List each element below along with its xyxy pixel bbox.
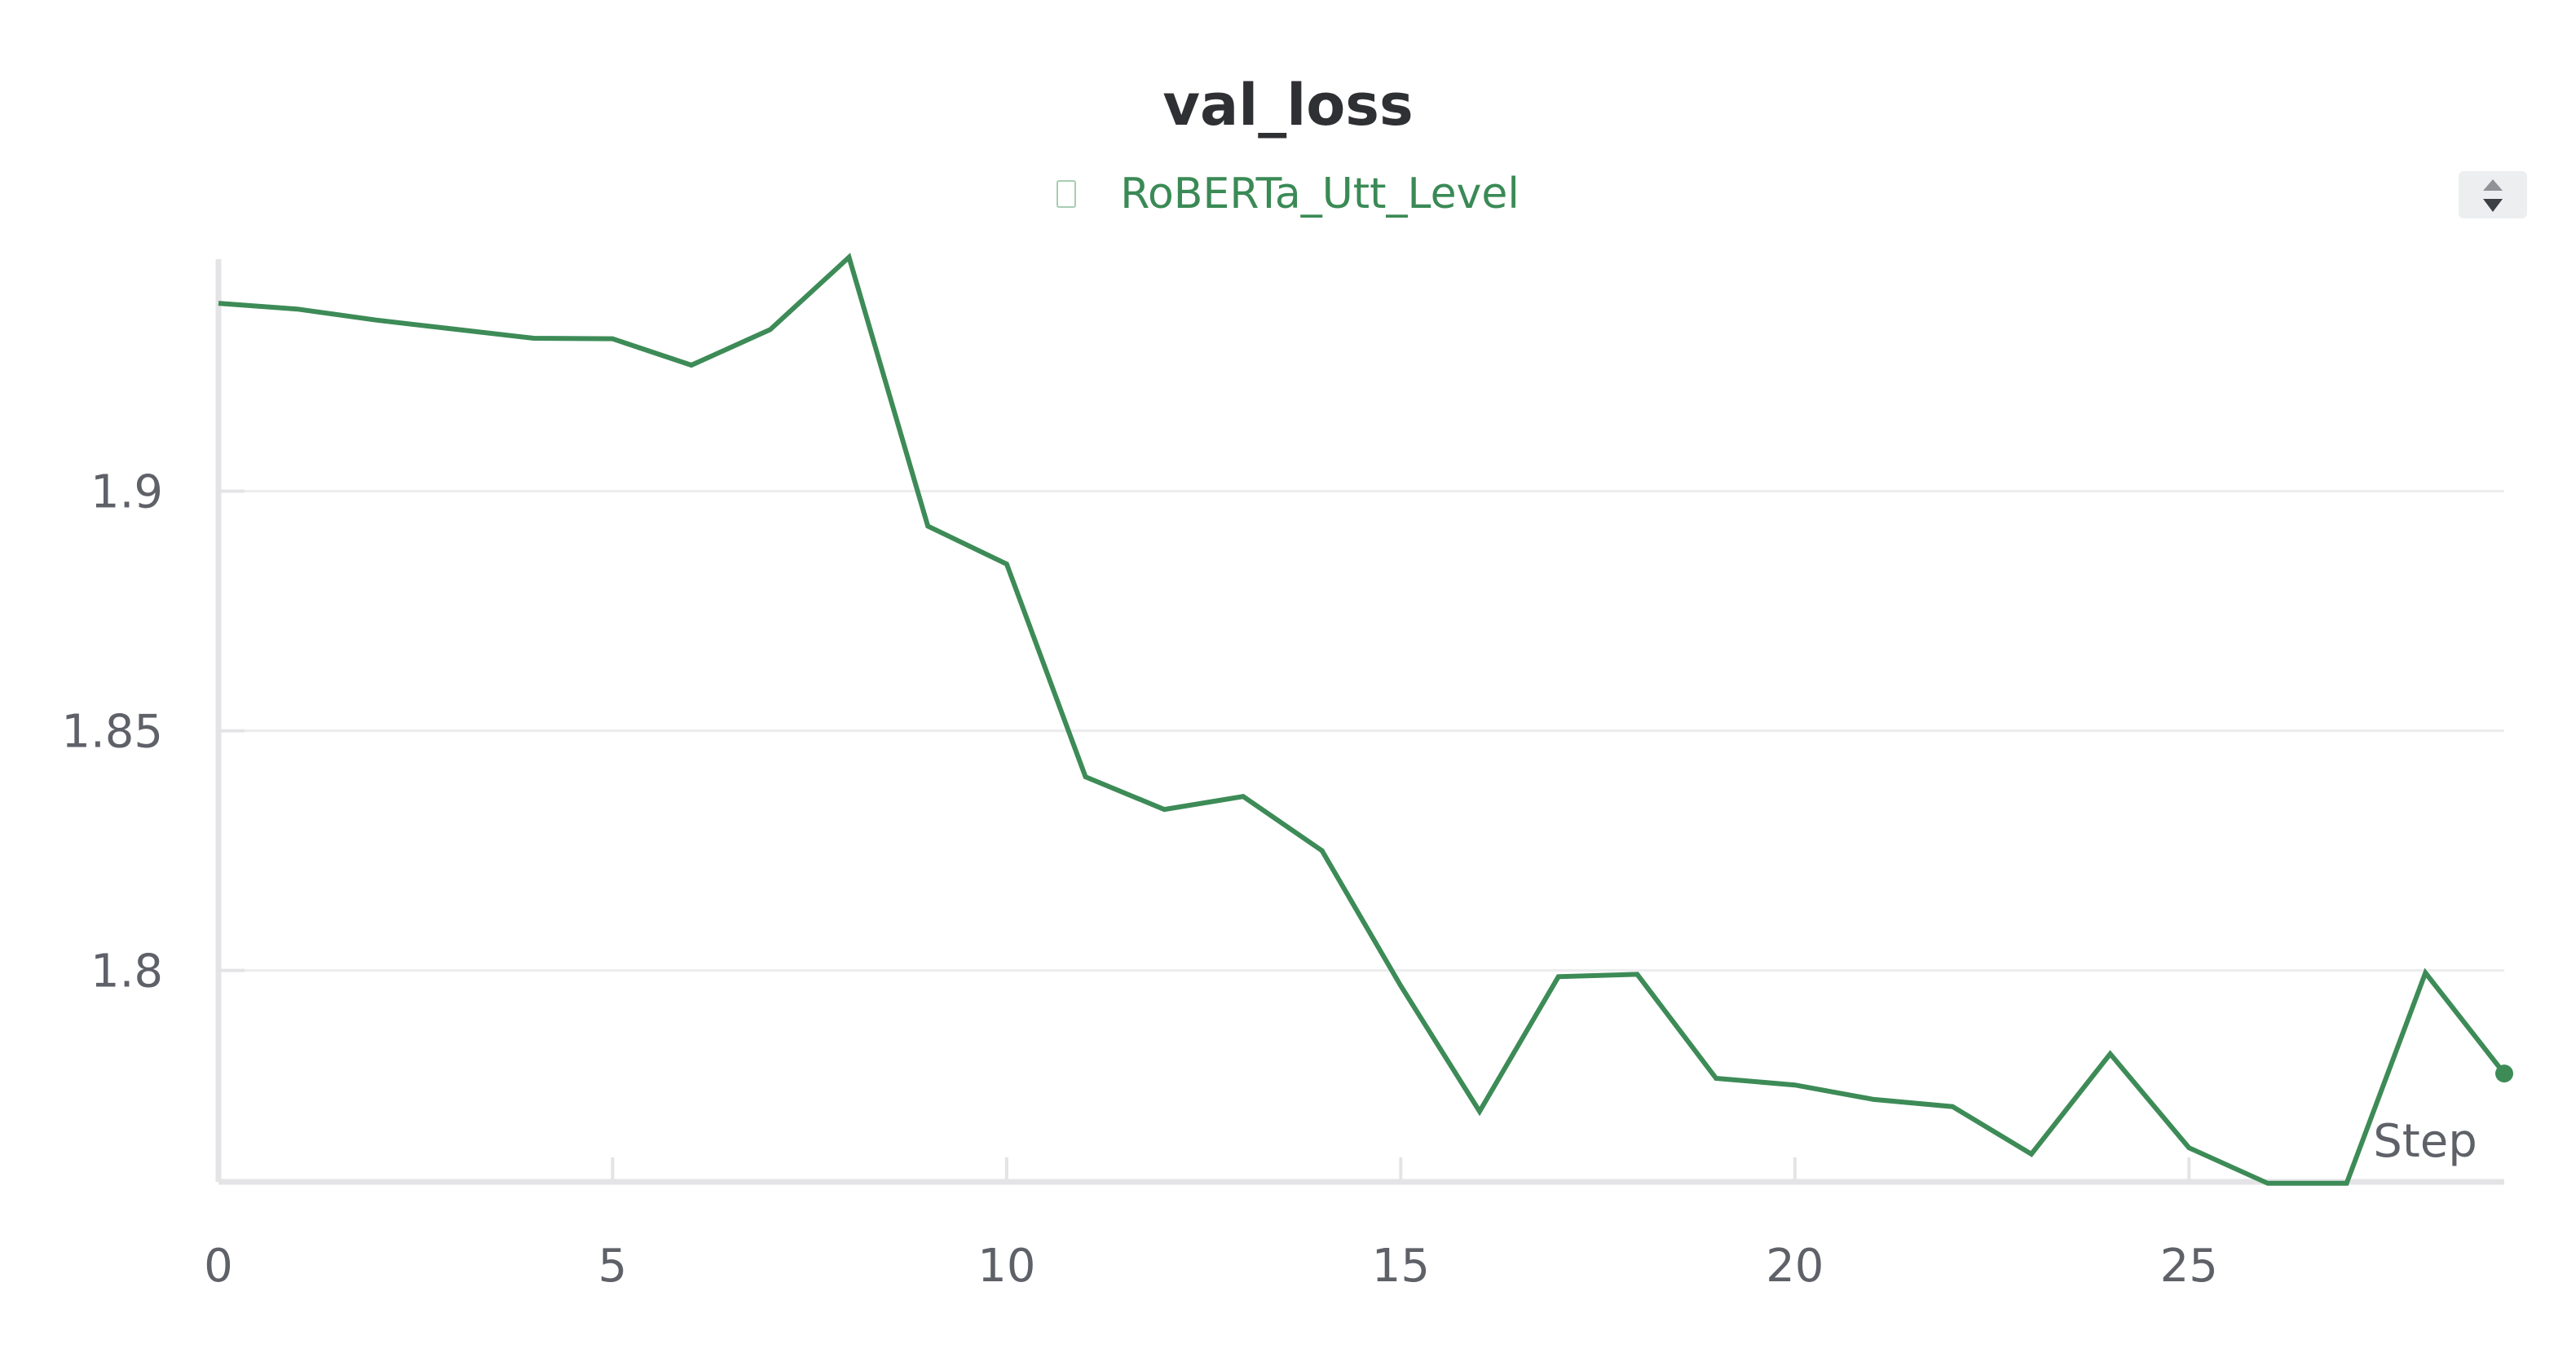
x-axis-label: Step xyxy=(2373,1115,2477,1168)
axes xyxy=(215,259,2504,1185)
grid-lines xyxy=(218,490,2504,972)
x-tick-label: 25 xyxy=(2160,1240,2218,1293)
chart-title: val_loss xyxy=(1162,72,1414,139)
legend-item-roberta-utt-level[interactable]: RoBERTa_Utt_Level xyxy=(1120,170,1520,218)
y-tick-label: 1.8 xyxy=(90,945,163,998)
y-tick-label: 1.85 xyxy=(61,706,163,759)
x-tick-label: 0 xyxy=(204,1240,233,1293)
legend: RoBERTa_Utt_Level xyxy=(0,170,2576,218)
x-tick-label: 15 xyxy=(1372,1240,1430,1293)
series-end-point xyxy=(2495,1064,2513,1083)
tick-labels: 1.8 1.85 1.9 0 5 10 15 20 25 xyxy=(61,466,2218,1293)
sort-toggle-button[interactable] xyxy=(2459,171,2527,218)
y-tick-label: 1.9 xyxy=(90,466,163,519)
x-tick-label: 5 xyxy=(598,1240,628,1293)
series-layer xyxy=(218,253,2513,1186)
x-tick-label: 20 xyxy=(1766,1240,1824,1293)
legend-checkbox-icon[interactable] xyxy=(1056,180,1077,208)
series-line[interactable] xyxy=(218,253,2507,1186)
x-tick-label: 10 xyxy=(977,1240,1035,1293)
sort-up-down-icon xyxy=(2483,179,2503,212)
